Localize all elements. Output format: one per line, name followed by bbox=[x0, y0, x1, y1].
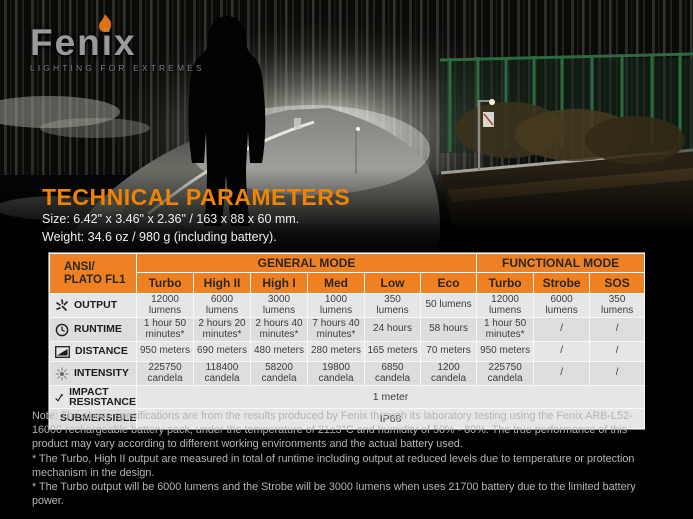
note-testing-conditions: Note: The above specifications are from … bbox=[32, 410, 633, 451]
distance-row: DISTANCE 950 meters 690 meters 480 meter… bbox=[49, 341, 646, 362]
distance-high2: 690 meters bbox=[193, 341, 251, 362]
submersible-value: IP68 bbox=[135, 408, 646, 429]
note-runtime-measurement: * The Turbo, High II output are measured… bbox=[32, 452, 635, 479]
intensity-sos: / bbox=[589, 361, 646, 386]
impact-resistance-value: 1 meter bbox=[135, 385, 646, 409]
row-label-line1: IMPACT bbox=[69, 385, 109, 398]
distance-eco: 70 meters bbox=[419, 341, 478, 362]
output-sos: 350 lumens bbox=[589, 293, 646, 318]
mode-header-turbo-func: Turbo bbox=[476, 272, 535, 294]
row-label: RUNTIME bbox=[74, 323, 122, 336]
hedge bbox=[455, 102, 685, 164]
footnotes: Note: The above specifications are from … bbox=[32, 409, 662, 508]
output-high1: 3000 lumens bbox=[250, 293, 308, 318]
spec-table-frame: ANSI/ PLATO FL1 GENERAL MODE FUNCTIONAL … bbox=[48, 252, 646, 430]
spec-table: ANSI/ PLATO FL1 GENERAL MODE FUNCTIONAL … bbox=[49, 253, 646, 429]
mode-header-high2: High II bbox=[193, 272, 251, 294]
intensity-med: 19800 candela bbox=[307, 361, 365, 386]
mode-header-med: Med bbox=[307, 272, 365, 294]
intensity-high1: 58200 candela bbox=[250, 361, 308, 386]
standard-label-line2: PLATO FL1 bbox=[64, 273, 126, 286]
runtime-row: RUNTIME 1 hour 50 minutes* 2 hours 20 mi… bbox=[49, 317, 646, 342]
brand-name: Fenix bbox=[30, 22, 137, 63]
runtime-low: 24 hours bbox=[364, 317, 421, 342]
row-label: OUTPUT bbox=[74, 299, 118, 312]
intensity-turbo-func: 225750 candela bbox=[476, 361, 535, 386]
functional-mode-header: FUNCTIONAL MODE bbox=[476, 253, 646, 273]
runtime-high2: 2 hours 20 minutes* bbox=[193, 317, 251, 342]
runtime-sos: / bbox=[589, 317, 646, 342]
note-21700-battery: * The Turbo output will be 6000 lumens a… bbox=[32, 481, 636, 508]
runtime-eco: 58 hours bbox=[419, 317, 478, 342]
distance-high1: 480 meters bbox=[250, 341, 308, 362]
row-label: INTENSITY bbox=[74, 367, 129, 380]
photo-fade bbox=[0, 168, 693, 253]
weight-spec: Weight: 34.6 oz / 980 g (including batte… bbox=[42, 230, 277, 244]
general-mode-header: GENERAL MODE bbox=[135, 253, 478, 273]
output-high2: 6000 lumens bbox=[193, 293, 251, 318]
distance-turbo-func: 950 meters bbox=[476, 341, 535, 362]
fenix-logo: Fenix LIGHTING FOR EXTREMES bbox=[30, 14, 250, 73]
intensity-icon bbox=[55, 367, 69, 380]
runtime-high1: 2 hours 40 minutes* bbox=[250, 317, 308, 342]
impact-resistance-icon bbox=[55, 393, 64, 402]
mode-header-sos: SOS bbox=[589, 272, 646, 294]
output-turbo: 12000 lumens bbox=[136, 293, 194, 318]
intensity-turbo: 225750 candela bbox=[136, 361, 194, 386]
intensity-row: INTENSITY 225750 candela 118400 candela … bbox=[49, 361, 646, 386]
standard-label-line1: ANSI/ bbox=[64, 261, 95, 273]
brand-tagline: LIGHTING FOR EXTREMES bbox=[30, 63, 205, 73]
output-low: 350 lumens bbox=[364, 293, 421, 318]
standard-label-cell: ANSI/ PLATO FL1 bbox=[49, 253, 137, 294]
runtime-turbo-func: 1 hour 50 minutes* bbox=[476, 317, 535, 342]
intensity-strobe: / bbox=[533, 361, 591, 386]
mode-header-high1: High I bbox=[250, 272, 308, 294]
row-label: SUBMERSIBLE bbox=[60, 412, 137, 425]
beam-distance-icon bbox=[55, 345, 70, 358]
distance-turbo: 950 meters bbox=[136, 341, 194, 362]
mode-header-strobe: Strobe bbox=[533, 272, 591, 294]
mode-header-low: Low bbox=[364, 272, 421, 294]
output-med: 1000 lumens bbox=[307, 293, 365, 318]
intensity-low: 6850 candela bbox=[364, 361, 421, 386]
distance-low: 165 meters bbox=[364, 341, 421, 362]
street-lamp bbox=[477, 99, 495, 170]
output-strobe: 6000 lumens bbox=[533, 293, 591, 318]
runtime-turbo: 1 hour 50 minutes* bbox=[136, 317, 194, 342]
light-output-icon bbox=[56, 298, 68, 311]
distance-sos: / bbox=[589, 341, 646, 362]
impact-resistance-row: IMPACT RESISTANCE 1 meter bbox=[49, 385, 646, 409]
distance-strobe: / bbox=[533, 341, 591, 362]
output-eco: 50 lumens bbox=[419, 293, 478, 318]
size-spec: Size: 6.42" x 3.46" x 2.36" / 163 x 88 x… bbox=[42, 212, 300, 226]
distant-lamp bbox=[355, 127, 360, 174]
night-road-photo bbox=[0, 0, 693, 253]
intensity-high2: 118400 candela bbox=[193, 361, 251, 386]
distant-sign bbox=[294, 118, 301, 129]
page-title: TECHNICAL PARAMETERS bbox=[42, 184, 351, 210]
distance-med: 280 meters bbox=[307, 341, 365, 362]
output-turbo-func: 12000 lumens bbox=[476, 293, 535, 318]
runtime-med: 7 hours 40 minutes* bbox=[307, 317, 365, 342]
runtime-strobe: / bbox=[533, 317, 591, 342]
runtime-clock-icon bbox=[55, 323, 69, 336]
submersible-row: SUBMERSIBLE IP68 bbox=[49, 408, 646, 429]
row-label-line2: RESISTANCE bbox=[69, 396, 136, 408]
night-scene-graphic bbox=[0, 0, 693, 253]
row-label: DISTANCE bbox=[75, 345, 128, 358]
output-row: OUTPUT 12000 lumens 6000 lumens 3000 lum… bbox=[49, 293, 646, 318]
mode-header-eco: Eco bbox=[419, 272, 478, 294]
mode-header-turbo: Turbo bbox=[136, 272, 194, 294]
flame-icon bbox=[99, 14, 112, 32]
intensity-eco: 1200 candela bbox=[419, 361, 478, 386]
